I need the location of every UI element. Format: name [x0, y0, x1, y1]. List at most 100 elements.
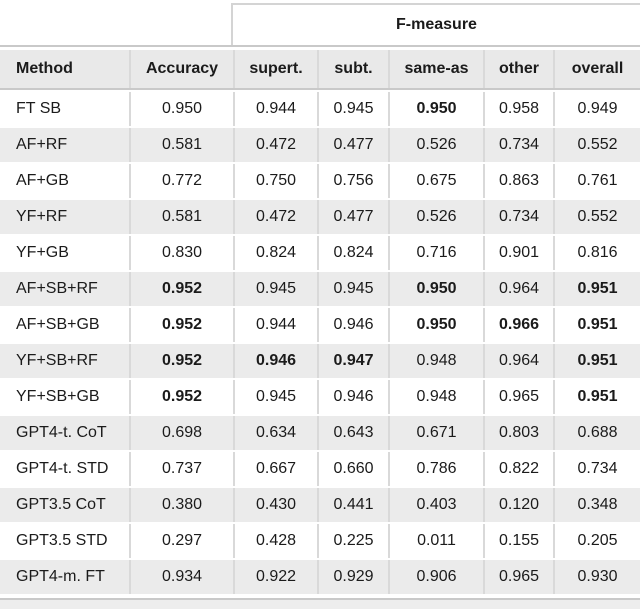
header-top-rule: [0, 45, 640, 47]
header-bottom-rule: [0, 88, 640, 90]
value-cell: 0.581: [129, 128, 233, 162]
value-cell: 0.671: [388, 416, 483, 450]
value-cell: 0.205: [553, 524, 640, 558]
table-row: AF+SB+RF 0.952 0.945 0.945 0.950 0.964 0.951: [0, 272, 640, 308]
value-cell: 0.552: [553, 128, 640, 162]
value-cell: 0.526: [388, 128, 483, 162]
method-cell: GPT3.5 STD: [16, 532, 108, 549]
table-row: GPT4-t. STD 0.737 0.667 0.660 0.786 0.822 0.73…: [0, 452, 640, 488]
value-cell: 0.950: [388, 308, 483, 342]
table-row: YF+GB 0.830 0.824 0.824 0.716 0.901 0.816: [0, 236, 640, 272]
spacer: [0, 47, 640, 50]
method-cell: AF+RF: [16, 136, 68, 153]
value-cell: 0.380: [129, 488, 233, 522]
method-cell: FT SB: [16, 100, 62, 117]
value-cell: 0.945: [317, 272, 388, 306]
value-cell: 0.952: [129, 344, 233, 378]
value-cell: 0.688: [553, 416, 640, 450]
value-cell: 0.901: [483, 236, 553, 270]
value-cell: 0.824: [317, 236, 388, 270]
value-cell: 0.965: [483, 380, 553, 414]
column-header-overall: overall: [553, 50, 640, 88]
value-cell: 0.786: [388, 452, 483, 486]
spacer: [0, 596, 640, 598]
column-header-other: other: [483, 50, 553, 88]
value-cell: 0.660: [317, 452, 388, 486]
table-body: FT SB 0.950 0.944 0.945 0.950 0.958 0.949 AF+RF…: [0, 92, 640, 596]
method-cell: AF+SB+RF: [16, 280, 98, 297]
table-row: AF+RF 0.581 0.472 0.477 0.526 0.734 0.552: [0, 128, 640, 164]
value-cell: 0.922: [233, 560, 317, 594]
value-cell: 0.945: [317, 92, 388, 126]
table-row: FT SB 0.950 0.944 0.945 0.950 0.958 0.949: [0, 92, 640, 128]
value-cell: 0.863: [483, 164, 553, 198]
table-row: AF+GB 0.772 0.750 0.756 0.675 0.863 0.761: [0, 164, 640, 200]
column-header-subt: subt.: [317, 50, 388, 88]
table-bottom-rule: [0, 598, 640, 600]
value-cell: 0.734: [483, 128, 553, 162]
value-cell: 0.947: [317, 344, 388, 378]
value-cell: 0.965: [483, 560, 553, 594]
value-cell: 0.950: [129, 92, 233, 126]
bottom-band: [0, 600, 640, 609]
method-cell: YF+GB: [16, 244, 69, 261]
value-cell: 0.734: [483, 200, 553, 234]
group-header-row: F-measure: [0, 0, 640, 45]
value-cell: 0.698: [129, 416, 233, 450]
value-cell: 0.750: [233, 164, 317, 198]
spacer: [0, 90, 640, 92]
value-cell: 0.952: [129, 308, 233, 342]
value-cell: 0.950: [388, 272, 483, 306]
value-cell: 0.951: [553, 380, 640, 414]
value-cell: 0.120: [483, 488, 553, 522]
value-cell: 0.552: [553, 200, 640, 234]
table-row: YF+SB+RF 0.952 0.946 0.947 0.948 0.964 0.951: [0, 344, 640, 380]
value-cell: 0.946: [317, 308, 388, 342]
value-cell: 0.822: [483, 452, 553, 486]
value-cell: 0.297: [129, 524, 233, 558]
value-cell: 0.950: [388, 92, 483, 126]
column-header-row: Method Accuracy supert. subt. same-as other ov…: [0, 50, 640, 88]
value-cell: 0.951: [553, 344, 640, 378]
value-cell: 0.946: [233, 344, 317, 378]
table-row: AF+SB+GB 0.952 0.944 0.946 0.950 0.966 0.951: [0, 308, 640, 344]
value-cell: 0.824: [233, 236, 317, 270]
value-cell: 0.761: [553, 164, 640, 198]
value-cell: 0.803: [483, 416, 553, 450]
value-cell: 0.964: [483, 272, 553, 306]
column-header-accuracy: Accuracy: [129, 50, 233, 88]
fmeasure-group-label: F-measure: [396, 16, 477, 33]
value-cell: 0.949: [553, 92, 640, 126]
value-cell: 0.477: [317, 128, 388, 162]
table-row: GPT4-m. FT 0.934 0.922 0.929 0.906 0.965 0.930: [0, 560, 640, 596]
value-cell: 0.011: [388, 524, 483, 558]
value-cell: 0.816: [553, 236, 640, 270]
table-row: GPT4-t. CoT 0.698 0.634 0.643 0.671 0.803 0.68…: [0, 416, 640, 452]
value-cell: 0.945: [233, 380, 317, 414]
value-cell: 0.430: [233, 488, 317, 522]
method-cell: YF+SB+GB: [16, 388, 100, 405]
column-header-same-as: same-as: [388, 50, 483, 88]
method-cell: GPT3.5 CoT: [16, 496, 106, 513]
value-cell: 0.944: [233, 308, 317, 342]
value-cell: 0.944: [233, 92, 317, 126]
value-cell: 0.945: [233, 272, 317, 306]
value-cell: 0.403: [388, 488, 483, 522]
method-cell: GPT4-t. STD: [16, 460, 109, 477]
value-cell: 0.964: [483, 344, 553, 378]
value-cell: 0.948: [388, 344, 483, 378]
fmeasure-group-span: F-measure: [231, 3, 640, 45]
method-cell: YF+SB+RF: [16, 352, 98, 369]
value-cell: 0.934: [129, 560, 233, 594]
column-header-supert: supert.: [233, 50, 317, 88]
value-cell: 0.472: [233, 128, 317, 162]
value-cell: 0.929: [317, 560, 388, 594]
value-cell: 0.472: [233, 200, 317, 234]
value-cell: 0.225: [317, 524, 388, 558]
value-cell: 0.951: [553, 308, 640, 342]
method-cell: GPT4-t. CoT: [16, 424, 107, 441]
value-cell: 0.772: [129, 164, 233, 198]
table-row: GPT3.5 STD 0.297 0.428 0.225 0.011 0.155 0.205: [0, 524, 640, 560]
method-cell: GPT4-m. FT: [16, 568, 105, 585]
